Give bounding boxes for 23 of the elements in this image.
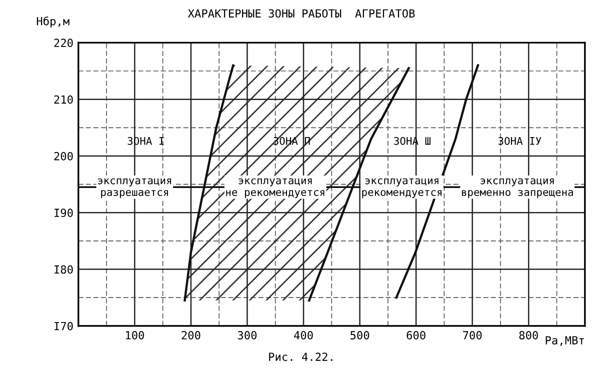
y-tick-label: 210 [54,95,73,104]
x-tick-label: 300 [238,331,257,340]
y-tick-label: I90 [54,208,73,218]
x-tick-label: 200 [182,331,200,340]
x-tick-label: 400 [294,331,313,340]
chart-title: ХАРАКТЕРНЫЕ ЗОНЫ РАБОТЫ АГРЕГАТОВ [188,9,415,18]
x-tick-label: 600 [406,331,426,340]
y-tick-label: I70 [54,322,73,330]
text: Рис. 4.22. [269,352,332,361]
x-tick-label: 700 [463,331,482,340]
x-tick-label: 800 [519,331,538,340]
y-axis-title: Нбр,м [36,16,70,28]
y-tick-label: 200 [54,152,73,160]
x-tick-label: 500 [350,331,370,340]
annotation: эксплуатация временно запрещена [462,178,573,198]
x-tick-label: 100 [126,331,144,340]
annotation: ЗОНА IУ [498,136,542,145]
y-tick-label: 220 [54,38,73,48]
x-axis-title: Ра,МВт [546,336,584,346]
annotation: эксплуатация рекомендуется [362,178,442,198]
y-tick-label: I80 [54,265,73,274]
annotation: эксплуатация не рекомендуется [226,178,324,198]
annotation: эксплуатация разрешается [98,178,172,198]
